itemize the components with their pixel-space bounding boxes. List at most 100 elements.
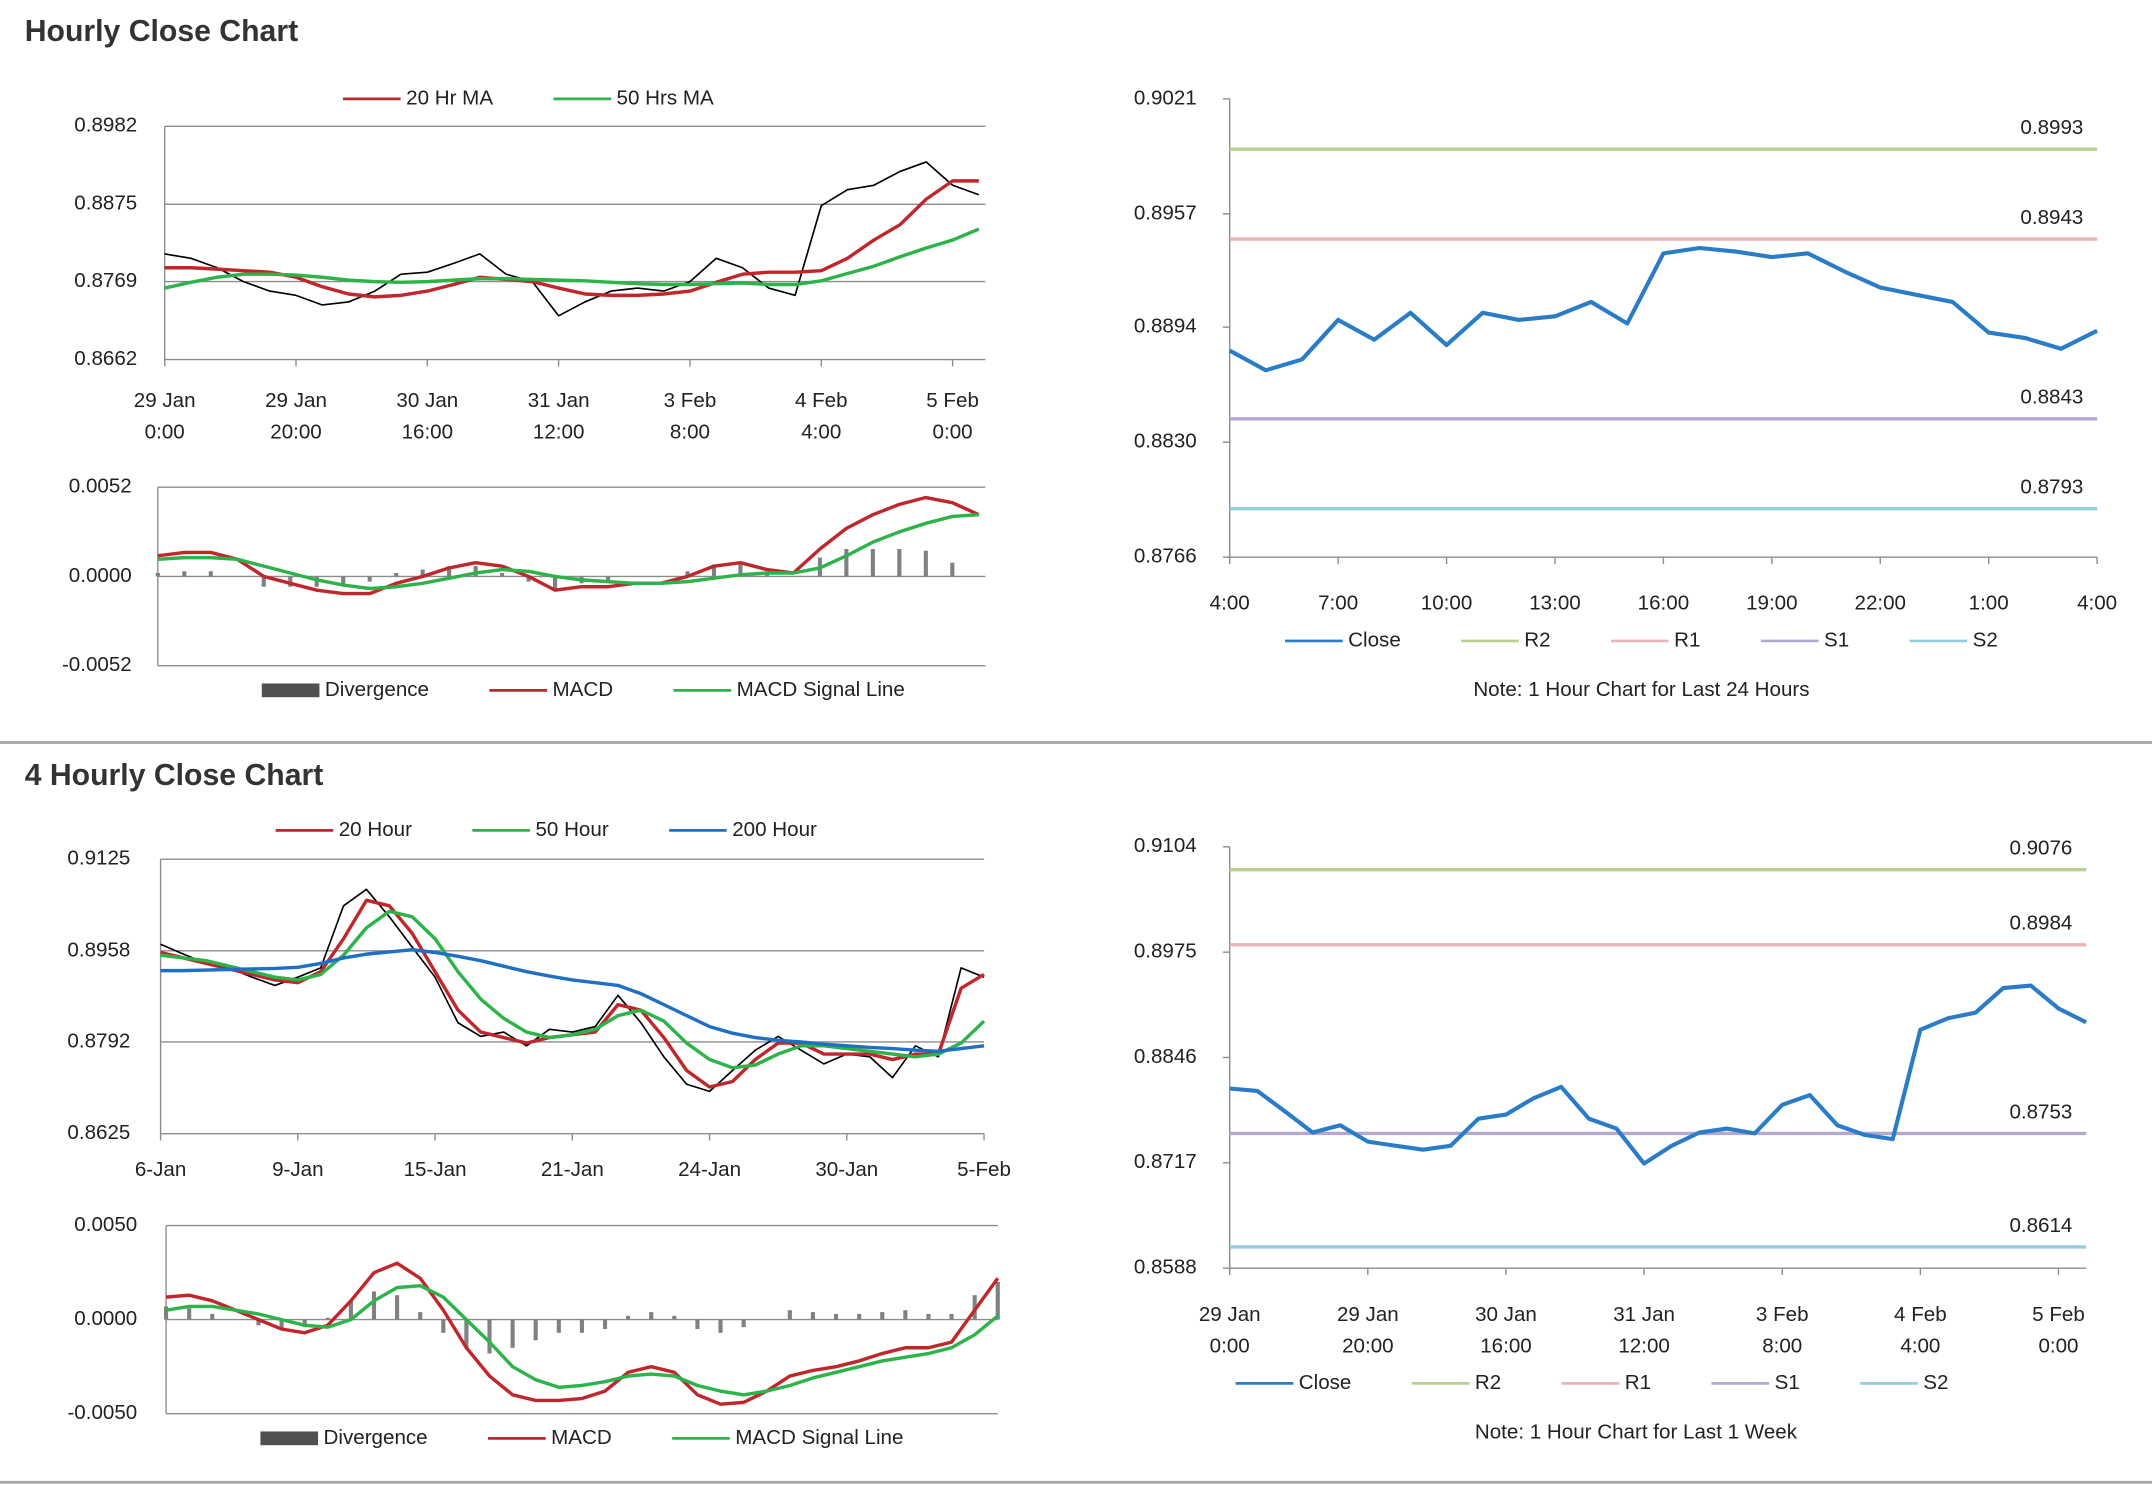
x-tick-label-line: 3 Feb: [664, 390, 717, 413]
x-tick-label-line: 5 Feb: [926, 390, 979, 413]
x-tick-label: 31 Jan 12:00: [528, 390, 590, 445]
x-tick-label-line: 4 Feb: [1894, 1304, 1947, 1327]
level-label: 0.8793: [2020, 476, 2083, 499]
divergence-bar: [605, 576, 611, 582]
section-title: 4 Hourly Close Chart: [25, 759, 324, 792]
y-tick-label: -0.0052: [62, 653, 132, 676]
y-tick-label: 0.9125: [67, 847, 130, 870]
x-tick-label-line: 20:00: [1342, 1335, 1394, 1358]
legend-label: S1: [1775, 1371, 1800, 1394]
divergence-bar: [897, 548, 902, 577]
x-tick-label-line: 31 Jan: [528, 390, 590, 413]
x-tick-label: 1:00: [1969, 591, 2009, 614]
divergence-bar: [741, 1319, 746, 1328]
series-line: [160, 909, 986, 1070]
legend: 20 Hr MA 50 Hrs MA: [343, 86, 714, 109]
divergence-bar: [210, 1313, 215, 1320]
x-tick-label-line: 29 Jan: [265, 390, 327, 413]
x-tick-label-line: 12:00: [1618, 1335, 1670, 1358]
y-tick-label: 0.9104: [1134, 834, 1197, 857]
divergence-bar: [857, 1313, 862, 1320]
legend-swatch: [260, 1431, 319, 1446]
legend-label: 200 Hour: [732, 818, 817, 841]
legend-label: 20 Hr MA: [406, 86, 493, 109]
divergence-bar: [995, 1282, 1000, 1320]
legend-label: S1: [1824, 628, 1849, 651]
series-line: [1229, 983, 2088, 1166]
legend-label: R1: [1674, 628, 1700, 651]
legend-label: 50 Hour: [535, 818, 608, 841]
y-tick-label: 0.8662: [74, 347, 137, 370]
x-tick-label: 5-Feb: [957, 1158, 1011, 1181]
divergence-bar: [695, 1319, 700, 1330]
x-tick-label-line: 4:00: [801, 421, 841, 444]
y-tick-label: -0.0050: [67, 1401, 137, 1424]
divergence-bar: [447, 566, 452, 577]
x-tick-label: 31 Jan 12:00: [1613, 1304, 1675, 1359]
chart: 0.8588 0.8717 0.8846 0.8975 0.9104 29 Jan 0:00…: [1134, 834, 2088, 1443]
x-tick-label-line: 31 Jan: [1613, 1304, 1675, 1327]
section-title: Hourly Close Chart: [25, 15, 298, 48]
legend-label: R1: [1625, 1371, 1651, 1394]
x-tick-label-line: 4 Feb: [795, 390, 848, 413]
divergence-bar: [187, 1308, 192, 1320]
divergence-bar: [395, 1295, 400, 1320]
x-tick-label: 29 Jan 0:00: [1199, 1304, 1261, 1359]
x-tick-label: 5 Feb 0:00: [926, 390, 979, 445]
y-tick-label: 0.8982: [74, 114, 137, 137]
level-label: 0.8984: [2009, 912, 2072, 935]
divergence-bar: [844, 548, 849, 577]
level-label: 0.8843: [2020, 386, 2083, 409]
divergence-bar: [256, 1319, 261, 1326]
divergence-bar: [810, 1312, 816, 1320]
y-tick-label: 0.0000: [69, 564, 132, 587]
x-tick-label: 19:00: [1746, 591, 1798, 614]
divergence-bar: [420, 569, 425, 577]
series-line: [164, 179, 979, 299]
divergence-bar: [302, 1319, 307, 1328]
divergence-bar: [602, 1319, 608, 1330]
series-line: [164, 227, 980, 290]
legend-label: S2: [1973, 628, 1998, 651]
x-tick-label: 22:00: [1855, 591, 1907, 614]
x-tick-label: 16:00: [1638, 591, 1690, 614]
x-tick-label-line: 29 Jan: [1337, 1304, 1399, 1327]
x-tick-label: 9-Jan: [272, 1158, 323, 1181]
x-tick-label: 24-Jan: [678, 1158, 741, 1181]
divergence-bar: [418, 1312, 423, 1320]
divergence-bar: [261, 576, 266, 587]
legend: Divergence MACD MACD Signal Line: [261, 678, 905, 701]
x-tick-label-line: 29 Jan: [134, 390, 196, 413]
series-line: [1228, 245, 2099, 373]
y-tick-label: 0.8717: [1134, 1150, 1197, 1173]
legend: Close R2 R1 S1 S2: [1235, 1371, 1948, 1394]
divergence-bar: [672, 1315, 677, 1320]
y-tick-label: 0.0000: [74, 1307, 137, 1330]
divergence-bar: [556, 1319, 561, 1333]
chart: -0.0052 0.0000 0.0052 Divergence MACD MACD Si…: [62, 475, 986, 701]
legend-label: Divergence: [324, 1426, 428, 1449]
x-tick-label: 29 Jan 20:00: [1337, 1304, 1399, 1359]
divergence-bar: [325, 1317, 330, 1320]
chart: 0.8625 0.8792 0.8958 0.9125 6-Jan 9-Jan 15-Jan…: [67, 818, 1010, 1181]
divergence-bar: [870, 548, 875, 577]
legend: Divergence MACD MACD Signal Line: [260, 1426, 903, 1449]
divergence-bar: [500, 573, 505, 577]
divergence-bar: [371, 1291, 377, 1320]
divergence-bar: [182, 571, 187, 577]
y-tick-label: 0.8769: [74, 269, 137, 292]
note: Note: 1 Hour Chart for Last 24 Hours: [1473, 678, 1809, 701]
series-line: [160, 948, 985, 1054]
divergence-bar: [164, 1306, 169, 1320]
y-tick-label: 0.8846: [1134, 1045, 1197, 1068]
divergence-bar: [394, 573, 399, 577]
legend-label: R2: [1475, 1371, 1501, 1394]
x-tick-label: 3 Feb 8:00: [664, 390, 717, 445]
divergence-bar: [208, 571, 213, 577]
x-tick-label: 5 Feb 0:00: [2032, 1304, 2085, 1359]
legend-label: MACD Signal Line: [737, 678, 905, 701]
x-tick-label: 4 Feb 4:00: [795, 390, 848, 445]
x-tick-label-line: 4:00: [1900, 1335, 1940, 1358]
series-line: [165, 1261, 1000, 1406]
x-tick-label-line: 0:00: [1210, 1335, 1250, 1358]
